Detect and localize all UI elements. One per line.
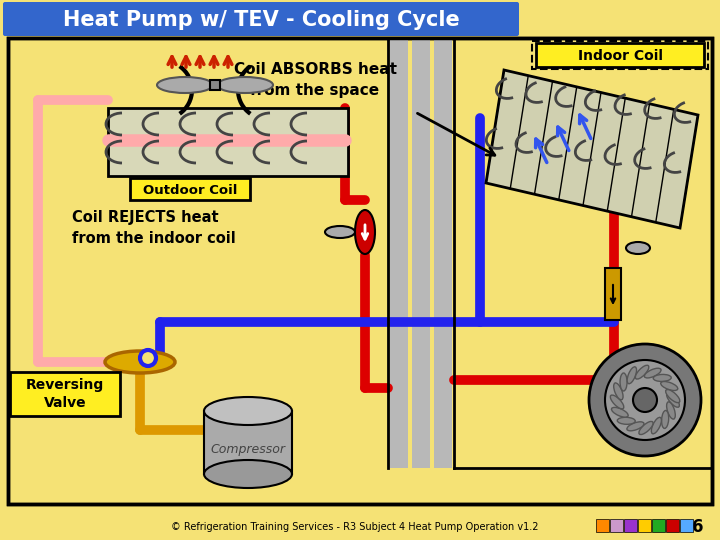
Bar xyxy=(624,519,637,532)
Circle shape xyxy=(633,388,657,412)
Text: Heat Pump w/ TEV - Cooling Cycle: Heat Pump w/ TEV - Cooling Cycle xyxy=(63,10,459,30)
Bar xyxy=(8,38,712,504)
Ellipse shape xyxy=(204,460,292,488)
Text: Compressor: Compressor xyxy=(210,443,286,456)
FancyBboxPatch shape xyxy=(3,2,519,36)
Bar xyxy=(210,80,220,90)
Ellipse shape xyxy=(652,417,662,434)
Circle shape xyxy=(140,350,156,366)
FancyBboxPatch shape xyxy=(130,178,250,200)
Ellipse shape xyxy=(667,402,675,419)
Bar xyxy=(532,41,708,69)
Bar xyxy=(434,38,452,468)
FancyBboxPatch shape xyxy=(10,372,120,416)
Text: 6: 6 xyxy=(692,518,703,536)
Ellipse shape xyxy=(653,374,671,381)
Ellipse shape xyxy=(661,381,678,390)
Bar xyxy=(204,411,292,474)
Bar xyxy=(390,38,408,468)
Ellipse shape xyxy=(617,417,635,424)
Ellipse shape xyxy=(204,397,292,425)
Bar xyxy=(108,108,348,176)
Bar xyxy=(680,519,693,532)
Bar xyxy=(638,519,651,532)
Polygon shape xyxy=(486,70,698,228)
Text: Indoor Coil: Indoor Coil xyxy=(577,49,662,63)
Ellipse shape xyxy=(613,383,623,400)
Ellipse shape xyxy=(627,422,644,431)
Ellipse shape xyxy=(626,242,650,254)
Ellipse shape xyxy=(611,407,628,417)
Ellipse shape xyxy=(667,393,680,407)
Ellipse shape xyxy=(105,351,175,373)
Ellipse shape xyxy=(611,395,624,409)
Circle shape xyxy=(605,360,685,440)
Text: © Refrigeration Training Services - R3 Subject 4 Heat Pump Operation v1.2: © Refrigeration Training Services - R3 S… xyxy=(171,522,539,532)
Bar xyxy=(666,519,679,532)
Ellipse shape xyxy=(627,367,636,384)
Text: Outdoor Coil: Outdoor Coil xyxy=(143,184,237,197)
Ellipse shape xyxy=(620,373,627,391)
Ellipse shape xyxy=(662,410,669,428)
Ellipse shape xyxy=(639,421,653,435)
Ellipse shape xyxy=(635,365,649,379)
Text: Reversing
Valve: Reversing Valve xyxy=(26,378,104,410)
Bar xyxy=(412,38,430,468)
Ellipse shape xyxy=(666,389,680,403)
Bar xyxy=(8,38,712,504)
Text: Coil ABSORBS heat
from the space: Coil ABSORBS heat from the space xyxy=(233,62,397,98)
Bar xyxy=(610,519,623,532)
Bar xyxy=(652,519,665,532)
Ellipse shape xyxy=(644,368,661,378)
Ellipse shape xyxy=(217,77,273,93)
Ellipse shape xyxy=(355,210,375,254)
Bar xyxy=(596,519,609,532)
FancyBboxPatch shape xyxy=(536,43,704,67)
Circle shape xyxy=(589,344,701,456)
Ellipse shape xyxy=(157,77,213,93)
Text: Coil REJECTS heat
from the indoor coil: Coil REJECTS heat from the indoor coil xyxy=(72,210,235,246)
Ellipse shape xyxy=(325,226,355,238)
Bar xyxy=(605,268,621,320)
